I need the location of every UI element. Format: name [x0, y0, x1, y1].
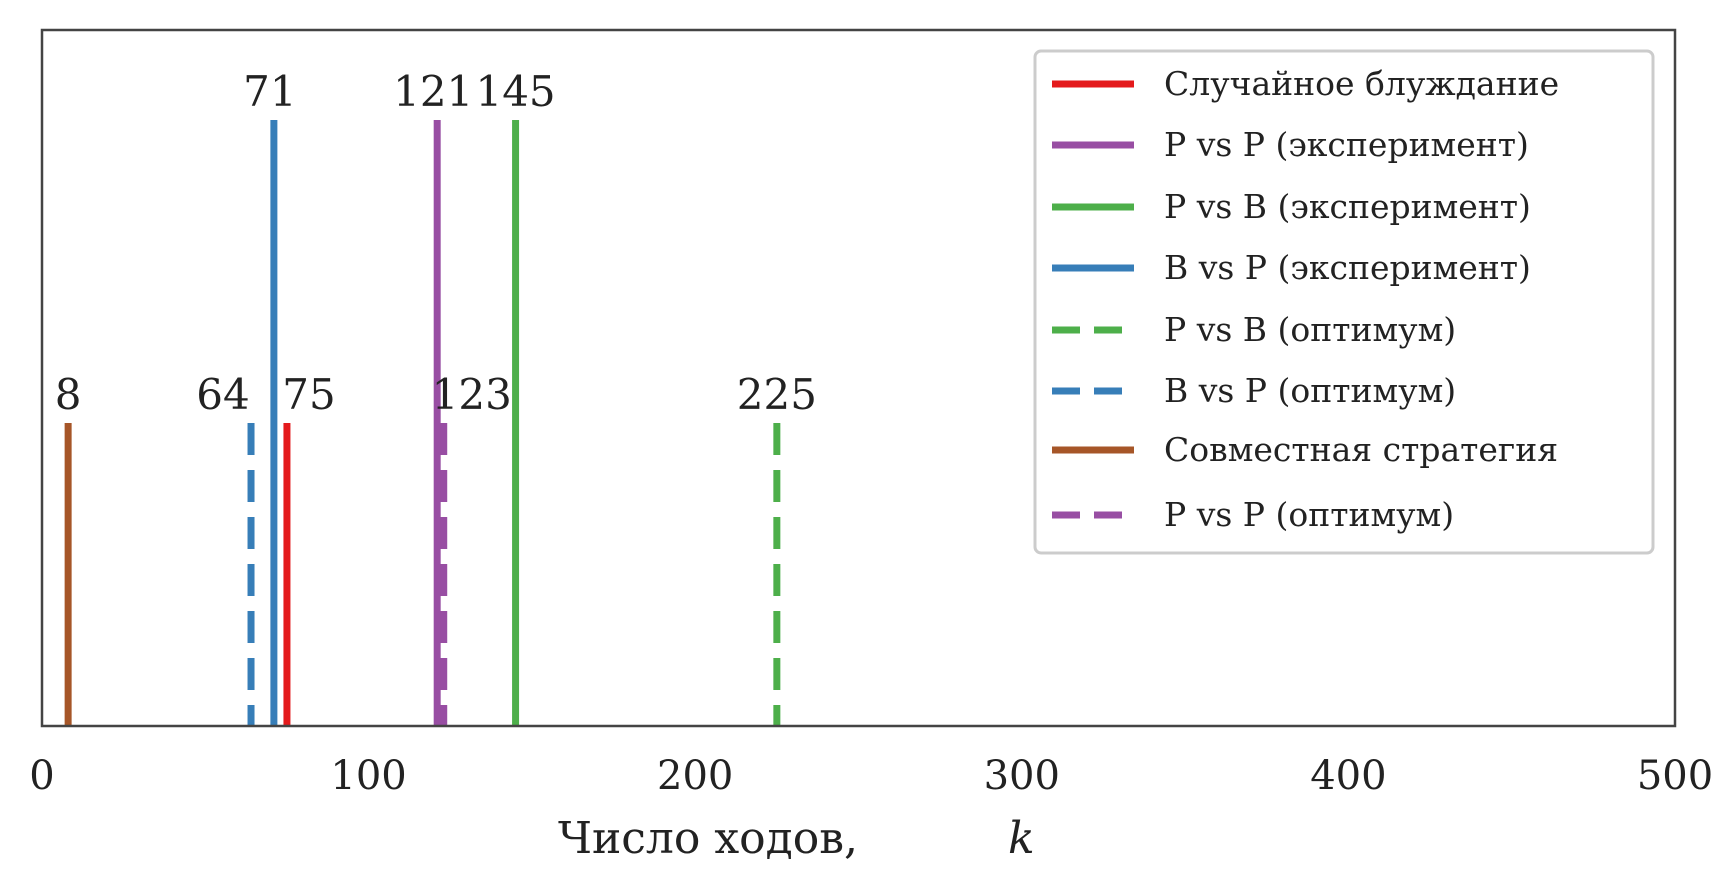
x-tick-label: 0	[29, 753, 54, 799]
legend-entries: Случайное блуждание P vs P (эксперимент) P…	[1052, 64, 1559, 534]
value-label: 71	[243, 67, 296, 116]
value-label: 75	[282, 370, 335, 419]
value-labels: 75 121 145 71 225 64 8 123	[55, 67, 817, 419]
legend-label: P vs P (оптимум)	[1164, 495, 1454, 534]
legend-box	[1033, 49, 1655, 555]
legend-label: Совместная стратегия	[1164, 430, 1558, 469]
x-tick-label: 200	[657, 753, 733, 799]
plot-frame	[40, 28, 1677, 728]
legend-label: Случайное блуждание	[1164, 64, 1559, 103]
value-label: 225	[737, 370, 817, 419]
legend-label: P vs B (эксперимент)	[1164, 187, 1531, 226]
x-axis-variable: k	[1008, 813, 1035, 864]
legend-label: B vs P (эксперимент)	[1164, 248, 1531, 287]
x-tick-label: 400	[1310, 753, 1386, 799]
legend: Случайное блуждание P vs P (эксперимент) P…	[1033, 49, 1655, 555]
x-tick-label: 300	[984, 753, 1060, 799]
value-label: 145	[475, 67, 555, 116]
x-tick-label: 500	[1637, 753, 1713, 799]
value-label: 64	[196, 370, 249, 419]
value-label: 123	[432, 370, 512, 419]
x-axis-label: Число ходов,	[558, 813, 858, 864]
legend-label: B vs P (оптимум)	[1164, 371, 1456, 410]
x-tick-label: 100	[330, 753, 406, 799]
legend-label: P vs P (эксперимент)	[1164, 125, 1529, 164]
x-tick-labels: 0 100 200 300 400 500	[29, 753, 1713, 799]
series-lines	[64, 120, 781, 726]
legend-label: P vs B (оптимум)	[1164, 310, 1456, 349]
value-label: 8	[55, 370, 82, 419]
value-label: 121	[393, 67, 473, 116]
